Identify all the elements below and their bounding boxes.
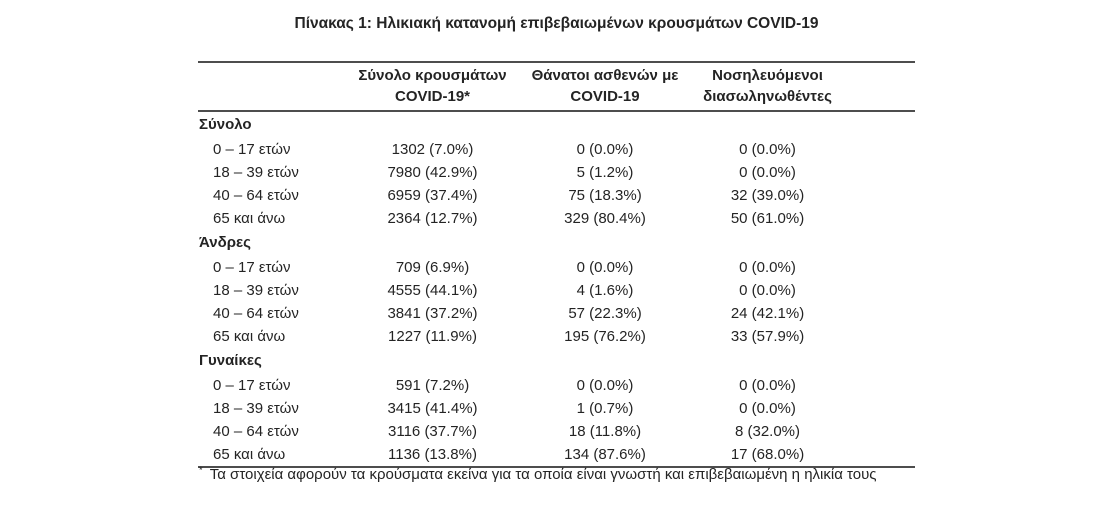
age-group-label: 0 – 17 ετών — [213, 377, 291, 394]
age-group-label: 40 – 64 ετών — [213, 423, 299, 440]
cases-cell: 3415 (41.4%) — [387, 400, 478, 417]
intubated-cell: 24 (42.1%) — [730, 305, 805, 322]
age-group-label: 40 – 64 ετών — [213, 305, 299, 322]
intubated-cell: 0 (0.0%) — [739, 282, 796, 299]
cases-cell: 3116 (37.7%) — [388, 423, 477, 440]
intubated-cell: 0 (0.0%) — [739, 141, 796, 158]
age-group-label: 18 – 39 ετών — [213, 282, 299, 299]
section-label: Σύνολο — [199, 116, 252, 133]
intubated-cell: 0 (0.0%) — [739, 377, 796, 394]
header-deaths-line2: COVID-19 — [570, 88, 640, 105]
section-row-men: Άνδρες — [198, 230, 915, 256]
cases-cell: 709 (6.9%) — [395, 259, 470, 276]
filler-cell — [840, 302, 915, 325]
age-group-label: 65 και άνω — [213, 210, 286, 227]
deaths-cell: 18 (11.8%) — [568, 423, 642, 440]
section-label: Άνδρες — [199, 234, 251, 251]
filler-cell — [840, 397, 915, 420]
deaths-cell: 75 (18.3%) — [568, 187, 642, 204]
table-row: 40 – 64 ετών 3116 (37.7%) 18 (11.8%) 8 (… — [198, 420, 915, 443]
header-deaths-line1: Θάνατοι ασθενών με — [531, 67, 679, 84]
filler-cell — [840, 138, 915, 161]
intubated-cell: 50 (61.0%) — [730, 210, 805, 227]
table-row: 18 – 39 ετών 3415 (41.4%) 1 (0.7%) 0 (0.… — [198, 397, 915, 420]
intubated-cell: 8 (32.0%) — [734, 423, 801, 440]
footnote-marker: * — [199, 465, 203, 476]
filler-cell — [840, 184, 915, 207]
section-label: Γυναίκες — [199, 352, 262, 369]
cases-cell: 3841 (37.2%) — [387, 305, 478, 322]
covid-age-distribution-table: Σύνολο κρουσμάτων COVID-19* Θάνατοι ασθε… — [198, 61, 915, 468]
deaths-cell: 0 (0.0%) — [576, 377, 634, 394]
filler-cell — [840, 256, 915, 279]
table-row: 40 – 64 ετών 6959 (37.4%) 75 (18.3%) 32 … — [198, 184, 915, 207]
header-empty-cell — [198, 62, 350, 111]
deaths-cell: 4 (1.6%) — [576, 282, 634, 299]
filler-cell — [840, 374, 915, 397]
intubated-cell: 32 (39.0%) — [730, 187, 805, 204]
cases-cell: 2364 (12.7%) — [387, 210, 478, 227]
header-total-cases: Σύνολο κρουσμάτων COVID-19* — [350, 62, 515, 111]
deaths-cell: 195 (76.2%) — [564, 328, 646, 345]
intubated-cell: 17 (68.0%) — [730, 446, 805, 463]
header-total-cases-line1: Σύνολο κρουσμάτων — [358, 67, 507, 84]
footnote-text: Τα στοιχεία αφορούν τα κρούσματα εκείνα … — [209, 466, 877, 483]
table-footnote: * Τα στοιχεία αφορούν τα κρούσματα εκείνα… — [199, 465, 916, 483]
header-intubated: Νοσηλευόμενοι διασωληνωθέντες — [695, 62, 840, 111]
age-group-label: 18 – 39 ετών — [213, 400, 299, 417]
table-row: 0 – 17 ετών 591 (7.2%) 0 (0.0%) 0 (0.0%) — [198, 374, 915, 397]
filler-cell — [840, 207, 915, 230]
intubated-cell: 0 (0.0%) — [739, 259, 796, 276]
header-filler-cell — [840, 62, 915, 111]
deaths-cell: 0 (0.0%) — [576, 141, 634, 158]
header-total-cases-line2: COVID-19* — [394, 88, 471, 105]
table-title: Πίνακας 1: Ηλικιακή κατανομή επιβεβαιωμέ… — [294, 15, 819, 32]
cases-cell: 7980 (42.9%) — [387, 164, 478, 181]
deaths-cell: 57 (22.3%) — [568, 305, 642, 322]
filler-cell — [840, 325, 915, 348]
cases-cell: 1227 (11.9%) — [388, 328, 477, 345]
table-row: 40 – 64 ετών 3841 (37.2%) 57 (22.3%) 24 … — [198, 302, 915, 325]
cases-cell: 591 (7.2%) — [395, 377, 470, 394]
section-row-total: Σύνολο — [198, 111, 915, 138]
age-group-label: 40 – 64 ετών — [213, 187, 299, 204]
header-deaths: Θάνατοι ασθενών με COVID-19 — [515, 62, 695, 111]
header-intubated-line2: διασωληνωθέντες — [703, 88, 832, 105]
age-group-label: 65 και άνω — [213, 328, 286, 345]
table-row: 65 και άνω 2364 (12.7%) 329 (80.4%) 50 (… — [198, 207, 915, 230]
table-row: 18 – 39 ετών 7980 (42.9%) 5 (1.2%) 0 (0.… — [198, 161, 915, 184]
cases-cell: 1136 (13.8%) — [388, 446, 477, 463]
filler-cell — [840, 420, 915, 443]
filler-cell — [840, 279, 915, 302]
filler-cell — [840, 161, 915, 184]
deaths-cell: 5 (1.2%) — [576, 164, 634, 181]
table-row: 0 – 17 ετών 709 (6.9%) 0 (0.0%) 0 (0.0%) — [198, 256, 915, 279]
table-row: 18 – 39 ετών 4555 (44.1%) 4 (1.6%) 0 (0.… — [198, 279, 915, 302]
filler-cell — [840, 443, 915, 467]
age-group-label: 65 και άνω — [213, 446, 286, 463]
deaths-cell: 329 (80.4%) — [564, 210, 646, 227]
header-intubated-line1: Νοσηλευόμενοι — [712, 67, 823, 84]
cases-cell: 6959 (37.4%) — [387, 187, 478, 204]
deaths-cell: 0 (0.0%) — [576, 259, 634, 276]
age-group-label: 0 – 17 ετών — [213, 259, 291, 276]
intubated-cell: 0 (0.0%) — [739, 400, 796, 417]
age-group-label: 18 – 39 ετών — [213, 164, 299, 181]
intubated-cell: 33 (57.9%) — [730, 328, 805, 345]
table-container: Σύνολο κρουσμάτων COVID-19* Θάνατοι ασθε… — [198, 61, 915, 468]
intubated-cell: 0 (0.0%) — [739, 164, 796, 181]
header-row: Σύνολο κρουσμάτων COVID-19* Θάνατοι ασθε… — [198, 62, 915, 111]
age-group-label: 0 – 17 ετών — [213, 141, 291, 158]
table-row: 65 και άνω 1227 (11.9%) 195 (76.2%) 33 (… — [198, 325, 915, 348]
deaths-cell: 1 (0.7%) — [576, 400, 634, 417]
table-row: 0 – 17 ετών 1302 (7.0%) 0 (0.0%) 0 (0.0%… — [198, 138, 915, 161]
cases-cell: 1302 (7.0%) — [391, 141, 474, 158]
section-row-women: Γυναίκες — [198, 348, 915, 374]
deaths-cell: 134 (87.6%) — [564, 446, 646, 463]
cases-cell: 4555 (44.1%) — [387, 282, 478, 299]
table-row: 65 και άνω 1136 (13.8%) 134 (87.6%) 17 (… — [198, 443, 915, 467]
